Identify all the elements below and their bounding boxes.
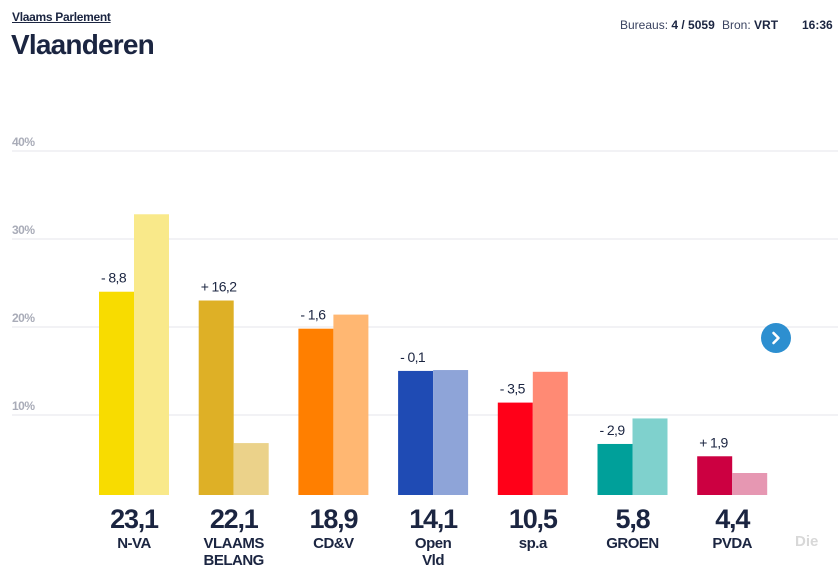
bar-current bbox=[398, 370, 434, 495]
change-label: - 8,8 bbox=[101, 270, 127, 286]
category-label: BELANG bbox=[204, 552, 264, 569]
bar-current bbox=[697, 456, 733, 495]
bar-current bbox=[597, 443, 633, 495]
category-label: GROEN bbox=[606, 535, 659, 552]
change-label: - 1,6 bbox=[300, 307, 326, 323]
source-info: Bron: VRT bbox=[722, 18, 778, 32]
change-label: - 0,1 bbox=[400, 349, 426, 365]
value-label: 18,9 bbox=[310, 504, 359, 534]
bar-previous bbox=[433, 370, 469, 495]
bar-current bbox=[198, 300, 234, 495]
bureaus-info: Bureaus: 4 / 5059 bbox=[620, 18, 715, 32]
category-label: sp.a bbox=[519, 535, 548, 552]
change-label: + 16,2 bbox=[201, 279, 238, 295]
y-tick-label: 30% bbox=[12, 223, 35, 237]
next-button[interactable] bbox=[761, 323, 791, 353]
change-label: + 1,9 bbox=[699, 434, 728, 450]
bar-previous bbox=[233, 443, 269, 495]
y-tick-label: 40% bbox=[12, 135, 35, 149]
change-label: - 2,9 bbox=[600, 422, 626, 438]
chevron-right-icon bbox=[772, 331, 780, 345]
bar-previous bbox=[532, 371, 568, 495]
value-label: 22,1 bbox=[210, 504, 259, 534]
category-label: Open bbox=[415, 535, 452, 552]
bar-current bbox=[99, 291, 134, 495]
y-tick-label: 10% bbox=[12, 399, 35, 413]
bureaus-value: 4 / 5059 bbox=[671, 18, 715, 32]
value-label: 10,5 bbox=[509, 504, 558, 534]
category-label: VLAAMS bbox=[204, 535, 265, 552]
value-label: 4,4 bbox=[715, 504, 750, 534]
breadcrumb-vlaams-parlement[interactable]: Vlaams Parlement bbox=[12, 10, 111, 24]
bureaus-label: Bureaus: bbox=[620, 18, 669, 32]
bar-current bbox=[497, 402, 533, 495]
bar-previous bbox=[732, 473, 768, 495]
bar-previous bbox=[134, 214, 169, 495]
category-label: N-VA bbox=[117, 535, 151, 552]
source-value: VRT bbox=[754, 18, 779, 32]
source-label: Bron: bbox=[722, 18, 751, 32]
bar-current bbox=[298, 328, 334, 495]
change-label: - 3,5 bbox=[500, 381, 526, 397]
value-label: 14,1 bbox=[409, 504, 458, 534]
page-title: Vlaanderen bbox=[11, 29, 155, 60]
category-label: Vld bbox=[422, 552, 444, 569]
value-label: 23,1 bbox=[110, 504, 159, 534]
category-label: PVDA bbox=[712, 535, 752, 552]
bar-previous bbox=[333, 314, 369, 495]
next-party-label-partial: Die bbox=[795, 533, 819, 550]
category-label: CD&V bbox=[313, 535, 354, 552]
value-label: 5,8 bbox=[616, 504, 651, 534]
y-tick-label: 20% bbox=[12, 311, 35, 325]
bar-previous bbox=[632, 418, 668, 495]
timestamp: 16:36 bbox=[802, 18, 833, 32]
